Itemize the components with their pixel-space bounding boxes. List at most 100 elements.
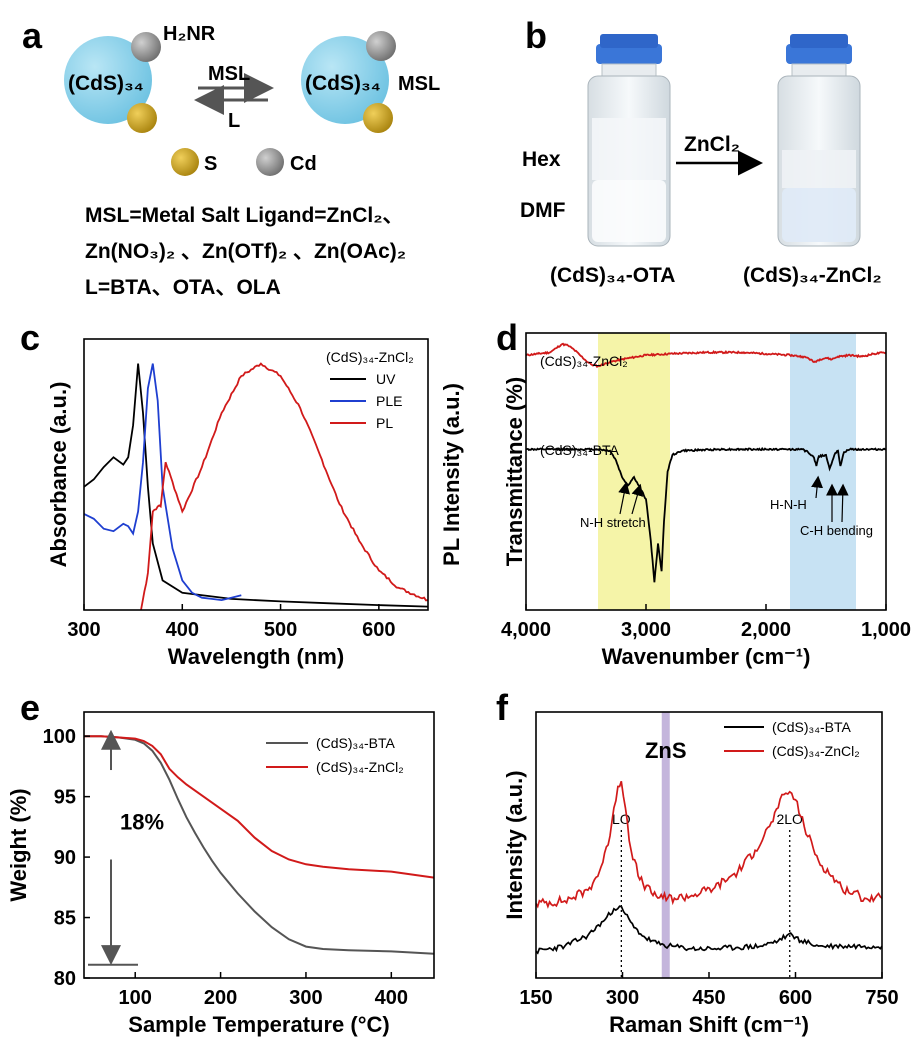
- plot-frame-c: [83, 338, 429, 611]
- highlight-band: [790, 333, 856, 610]
- annotation-arrow: [836, 483, 849, 523]
- cd-atom-right: [366, 31, 396, 61]
- x-tick-label: 750: [865, 987, 898, 1009]
- annotation-hnh: H-N-H: [770, 497, 807, 512]
- legend-label: (CdS)₃₄-ZnCl₂: [316, 759, 404, 775]
- arrow-forward-label: MSL: [208, 63, 250, 85]
- y-tick-label: 85: [54, 908, 76, 930]
- legend-label: PL: [376, 415, 393, 431]
- x-tick-label: 300: [67, 619, 100, 641]
- legend-s-atom: [171, 148, 199, 176]
- y-tick-label: 100: [43, 726, 76, 748]
- arrow-reagent-label: ZnCl₂: [684, 133, 740, 156]
- y-axis-title: Weight (%): [6, 788, 31, 901]
- plot-frame-e: [83, 711, 435, 979]
- series-line: [84, 735, 435, 879]
- series-line: [535, 905, 883, 955]
- x-tick-label: 150: [519, 987, 552, 1009]
- zns-band: [661, 712, 670, 978]
- panel-letter-a: a: [22, 15, 43, 56]
- y-tick-label: 80: [54, 968, 76, 990]
- hex-label: Hex: [522, 148, 561, 171]
- x-tick-label: 300: [289, 987, 322, 1009]
- series-line: [84, 735, 435, 955]
- annotation-arrow: [618, 481, 631, 515]
- y-axis-title-left: Absorbance (a.u.): [46, 382, 71, 568]
- panel-letter-d: d: [496, 317, 518, 358]
- msl-line-2: Zn(NO₃)₂ 、Zn(OTf)₂ 、Zn(OAc)₂: [85, 240, 406, 263]
- annotation-ch-bending: C-H bending: [800, 523, 873, 538]
- x-axis-title: Raman Shift (cm⁻¹): [609, 1012, 809, 1037]
- legend-label: (CdS)₃₄-BTA: [316, 735, 395, 751]
- y-tick-label: 90: [54, 847, 76, 869]
- legend-cd-label: Cd: [290, 153, 317, 175]
- y-axis-title: Intensity (a.u.): [502, 770, 527, 919]
- legend-label: (CdS)₃₄-BTA: [772, 719, 851, 735]
- x-tick-label: 450: [692, 987, 725, 1009]
- x-tick-label: 4,000: [501, 619, 551, 641]
- legend-label: UV: [376, 371, 396, 387]
- annotation-arrow: [811, 475, 824, 499]
- cluster-left: [64, 36, 152, 124]
- arrow-back-label: L: [228, 110, 240, 132]
- legend-label: PLE: [376, 393, 402, 409]
- annotation-nh-stretch: N-H stretch: [580, 515, 646, 530]
- panel-letter-e: e: [20, 687, 40, 728]
- x-tick-label: 600: [779, 987, 812, 1009]
- panel-b: b Hex DMF ZnCl₂ (CdS)₃₄-OTA (CdS)₃₄-ZnCl…: [520, 15, 882, 287]
- y-axis-title-right: PL Intensity (a.u.): [439, 383, 464, 566]
- cluster-right: [301, 36, 389, 124]
- highlight-band: [598, 333, 670, 610]
- x-tick-label: 1,000: [861, 619, 911, 641]
- series-line-ple: [83, 363, 242, 602]
- series-line: [535, 780, 883, 909]
- plot-frame-d: [525, 332, 887, 611]
- panel-letter-b: b: [525, 15, 547, 56]
- ligand-line: L=BTA、OTA、OLA: [85, 276, 281, 299]
- x-tick-label: 300: [606, 987, 639, 1009]
- x-axis-title: Wavenumber (cm⁻¹): [602, 644, 811, 669]
- legend-cd-atom: [256, 148, 284, 176]
- x-tick-label: 200: [204, 987, 237, 1009]
- y-axis-title: Transmittance (%): [502, 377, 527, 567]
- panel-e: e 18% 80 85 90 95 100 100 200 300 400 Sample Temper…: [6, 687, 435, 1037]
- annotation-percent: 18%: [120, 809, 164, 834]
- series-line: [525, 342, 887, 369]
- right-ligand-label: MSL: [398, 73, 440, 95]
- x-tick-label: 400: [166, 619, 199, 641]
- vial-left-label: (CdS)₃₄-OTA: [550, 264, 675, 287]
- cluster-left-label: (CdS)₃₄: [68, 72, 144, 95]
- vial-right-label: (CdS)₃₄-ZnCl₂: [743, 264, 882, 287]
- reagent-label: H₂NR: [163, 23, 216, 45]
- annotation-arrow: [631, 483, 644, 515]
- s-atom-left: [127, 103, 157, 133]
- series-label-bta: (CdS)₃₄-BTA: [540, 442, 619, 458]
- legend-label: (CdS)₃₄-ZnCl₂: [772, 743, 860, 759]
- x-tick-label: 500: [264, 619, 297, 641]
- cluster-right-label: (CdS)₃₄: [305, 72, 381, 95]
- x-tick-label: 600: [362, 619, 395, 641]
- x-tick-label: 400: [375, 987, 408, 1009]
- cd-atom-left: [131, 32, 161, 62]
- x-axis-title: Wavelength (nm): [168, 644, 344, 669]
- panel-a: a (CdS)₃₄ H₂NR MSL L (CdS)₃₄ MSL S Cd MS…: [22, 15, 440, 299]
- series-line-pl: [140, 362, 429, 611]
- s-atom-right: [363, 103, 393, 133]
- msl-line-1: MSL=Metal Salt Ligand=ZnCl₂、: [85, 204, 404, 227]
- dmf-label: DMF: [520, 199, 566, 222]
- x-tick-label: 2,000: [741, 619, 791, 641]
- peak-label: 2LO: [776, 811, 803, 827]
- series-line: [525, 446, 886, 583]
- panel-letter-c: c: [20, 317, 40, 358]
- x-axis-title: Sample Temperature (°C): [128, 1012, 389, 1037]
- legend-title: (CdS)₃₄-ZnCl₂: [326, 349, 414, 365]
- vial-right: [777, 34, 861, 247]
- panel-d: d (CdS)₃₄-ZnCl₂ (CdS)₃₄-BTA N-H stretch H-N-…: [496, 317, 911, 669]
- zns-label: ZnS: [645, 738, 687, 763]
- legend-s-label: S: [204, 153, 217, 175]
- vial-left: [587, 34, 671, 247]
- x-tick-label: 100: [119, 987, 152, 1009]
- x-tick-label: 3,000: [621, 619, 671, 641]
